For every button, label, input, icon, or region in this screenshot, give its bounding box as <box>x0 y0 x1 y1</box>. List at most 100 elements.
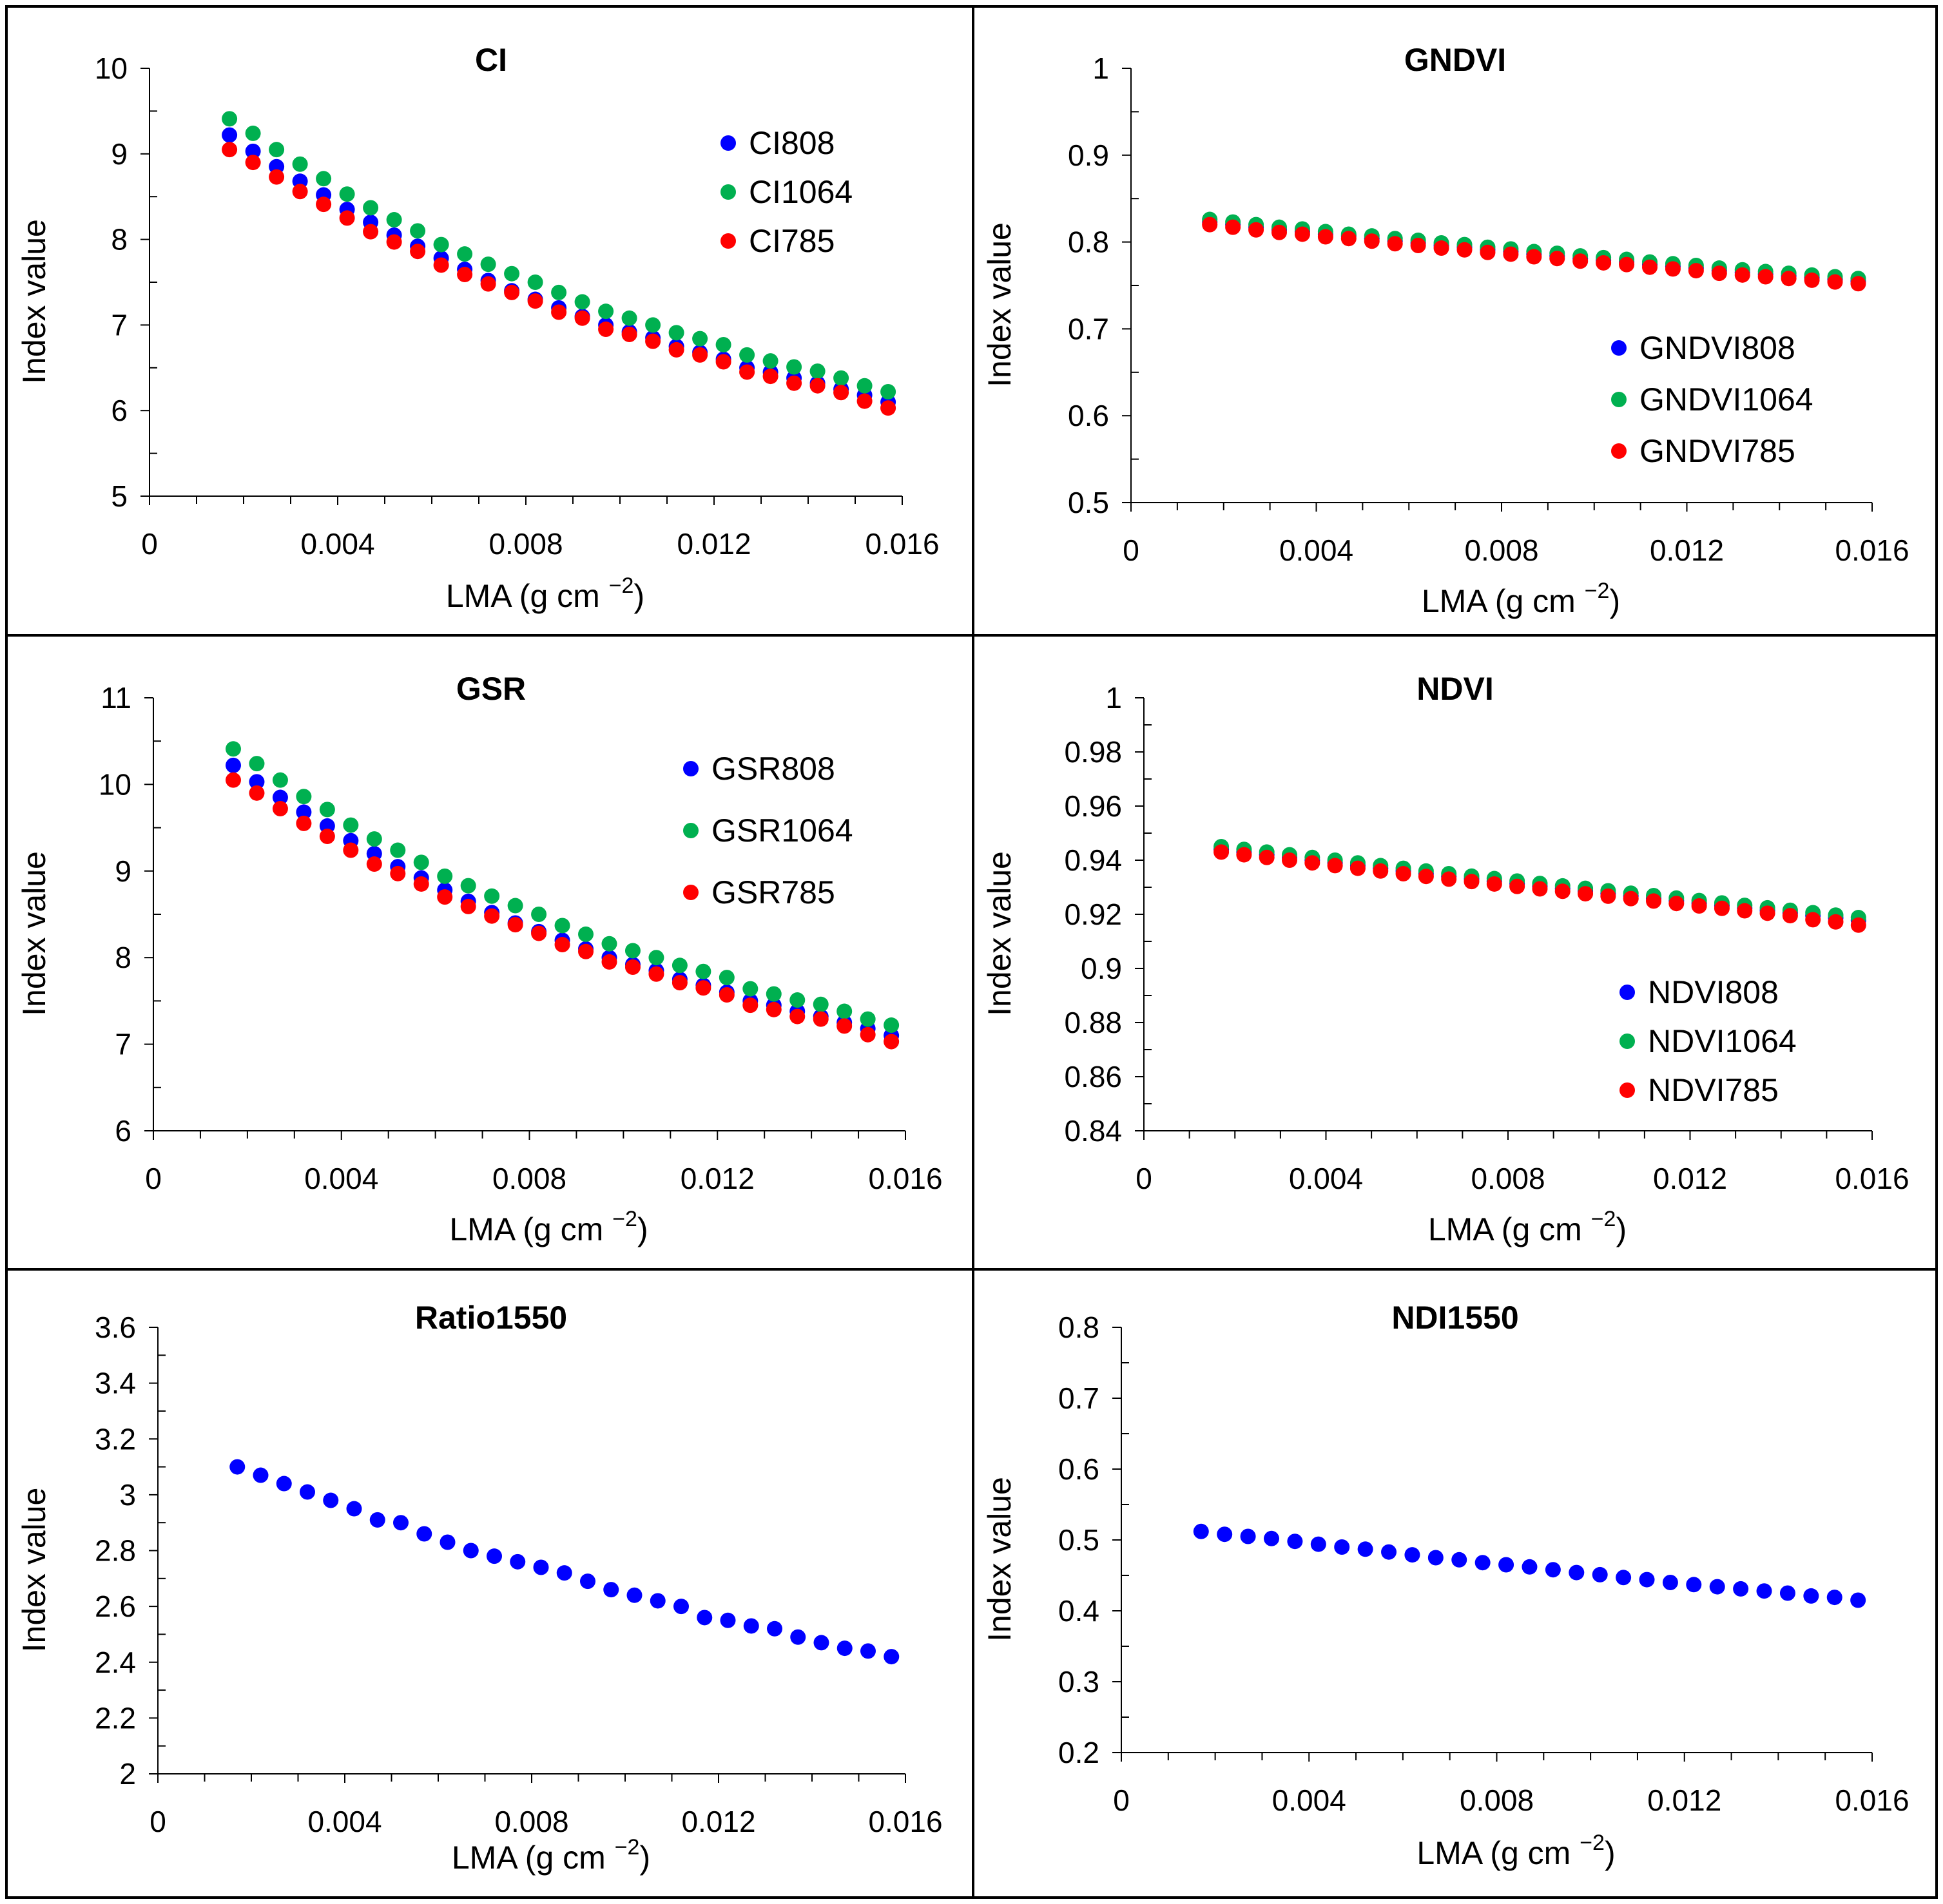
x-tick-label: 0.016 <box>865 527 939 561</box>
panel-border <box>972 1268 1938 1899</box>
data-point <box>1572 253 1589 269</box>
data-point <box>578 926 594 942</box>
data-point <box>527 293 543 309</box>
y-axis-label: Index value <box>16 1488 52 1653</box>
data-point <box>1850 917 1866 933</box>
x-tick-label: 0.016 <box>1835 534 1909 567</box>
data-point <box>1287 1534 1303 1550</box>
data-point <box>789 992 806 1008</box>
data-point <box>480 256 496 273</box>
x-tick-label: 0.016 <box>1835 1784 1909 1817</box>
data-point <box>343 817 359 833</box>
x-axis-label: LMA (g cm −2) <box>1422 579 1620 619</box>
x-tick-label: 0.008 <box>1460 1784 1534 1817</box>
data-point <box>1600 888 1616 904</box>
data-point <box>809 363 826 380</box>
y-tick-label: 5 <box>111 479 128 513</box>
x-tick-label: 0.004 <box>1289 1162 1363 1195</box>
data-point <box>766 986 782 1002</box>
data-point <box>272 789 288 805</box>
data-point <box>1756 1583 1772 1599</box>
y-tick-label: 0.8 <box>1068 226 1109 259</box>
data-point <box>860 1011 876 1027</box>
data-point <box>249 774 265 790</box>
x-tick-label: 0.012 <box>1650 534 1724 567</box>
data-point <box>1805 912 1821 928</box>
series-NDI1550 <box>1193 1523 1866 1608</box>
legend-label: GSR808 <box>711 751 835 787</box>
data-point <box>762 369 778 385</box>
legend-label: GNDVI785 <box>1639 433 1795 469</box>
data-point <box>1498 1557 1514 1573</box>
data-point <box>766 1001 782 1017</box>
data-point <box>300 1484 315 1500</box>
x-tick-label: 0.004 <box>307 1805 382 1838</box>
y-axis-label: Index value <box>981 1477 1018 1642</box>
data-point <box>1803 1588 1819 1604</box>
data-point <box>860 1026 876 1043</box>
data-point <box>1327 858 1343 874</box>
x-tick-label: 0.004 <box>1279 534 1353 567</box>
chart-panel-1: 5 6 7 8 9 10 0 0.004 0.008 0.012 0.016 CI LMA (g cm … <box>5 5 974 637</box>
x-axis-label: LMA (g cm −2) <box>1428 1207 1627 1247</box>
legend-marker <box>1611 443 1627 459</box>
data-point <box>229 1459 246 1475</box>
data-point <box>856 393 873 409</box>
chart-title: GSR <box>456 671 526 707</box>
data-point <box>715 354 731 370</box>
x-tick-label: 0.008 <box>492 1162 566 1195</box>
data-point <box>673 1599 689 1615</box>
data-point <box>393 1515 409 1531</box>
data-point <box>1545 1562 1561 1578</box>
y-tick-label: 0.94 <box>1064 843 1122 877</box>
data-point <box>1642 259 1658 275</box>
y-tick-label: 0.7 <box>1068 312 1109 345</box>
data-point <box>880 383 896 399</box>
data-point <box>457 267 473 283</box>
data-point <box>672 957 688 974</box>
legend-marker <box>1619 1082 1635 1098</box>
y-axis-label: Index value <box>16 851 52 1016</box>
data-point <box>1592 1566 1608 1582</box>
legend-marker <box>683 823 699 838</box>
data-point <box>272 801 288 817</box>
data-point <box>1733 1581 1749 1597</box>
y-tick-label: 0.5 <box>1058 1523 1099 1557</box>
data-point <box>1554 883 1571 899</box>
x-axis-label: LMA (g cm −2) <box>452 1835 650 1876</box>
data-point <box>484 888 500 904</box>
data-point <box>813 1011 829 1027</box>
y-tick-label: 0.6 <box>1058 1452 1099 1486</box>
data-point <box>1464 874 1480 890</box>
data-point <box>1522 1559 1538 1575</box>
x-tick-label: 0.004 <box>300 527 374 561</box>
data-point <box>245 125 261 141</box>
data-point <box>1781 271 1797 287</box>
x-tick-label: 0 <box>141 527 158 561</box>
data-point <box>1646 893 1661 909</box>
y-tick-label: 7 <box>115 1028 131 1061</box>
data-point <box>1240 1528 1256 1544</box>
data-point <box>296 789 312 805</box>
x-tick-label: 0.008 <box>1464 534 1538 567</box>
chart-panel-6: 0.2 0.3 0.4 0.5 0.6 0.7 0.8 0 0.004 0.008 0.012 0.0… <box>972 1268 1938 1899</box>
data-point <box>323 1492 339 1508</box>
data-point <box>269 169 285 185</box>
data-point <box>292 156 308 172</box>
y-tick-label: 0.6 <box>1068 399 1109 432</box>
data-point <box>1623 890 1639 907</box>
y-tick-label: 3 <box>119 1478 136 1512</box>
x-axis-label: LMA (g cm −2) <box>1416 1831 1615 1871</box>
y-tick-label: 0.4 <box>1058 1594 1099 1628</box>
chart-panel-3: 6 7 8 9 10 11 0 0.004 0.008 0.012 0.016 GSR LMA (g c… <box>5 634 974 1271</box>
data-point <box>645 317 661 333</box>
data-point <box>833 385 849 401</box>
data-point <box>527 274 543 290</box>
data-point <box>1317 229 1333 245</box>
data-point <box>719 986 735 1003</box>
data-point <box>1304 855 1320 871</box>
x-tick-label: 0 <box>150 1805 166 1838</box>
data-point <box>531 925 547 941</box>
x-tick-label: 0.004 <box>304 1162 378 1195</box>
data-point <box>692 347 708 363</box>
